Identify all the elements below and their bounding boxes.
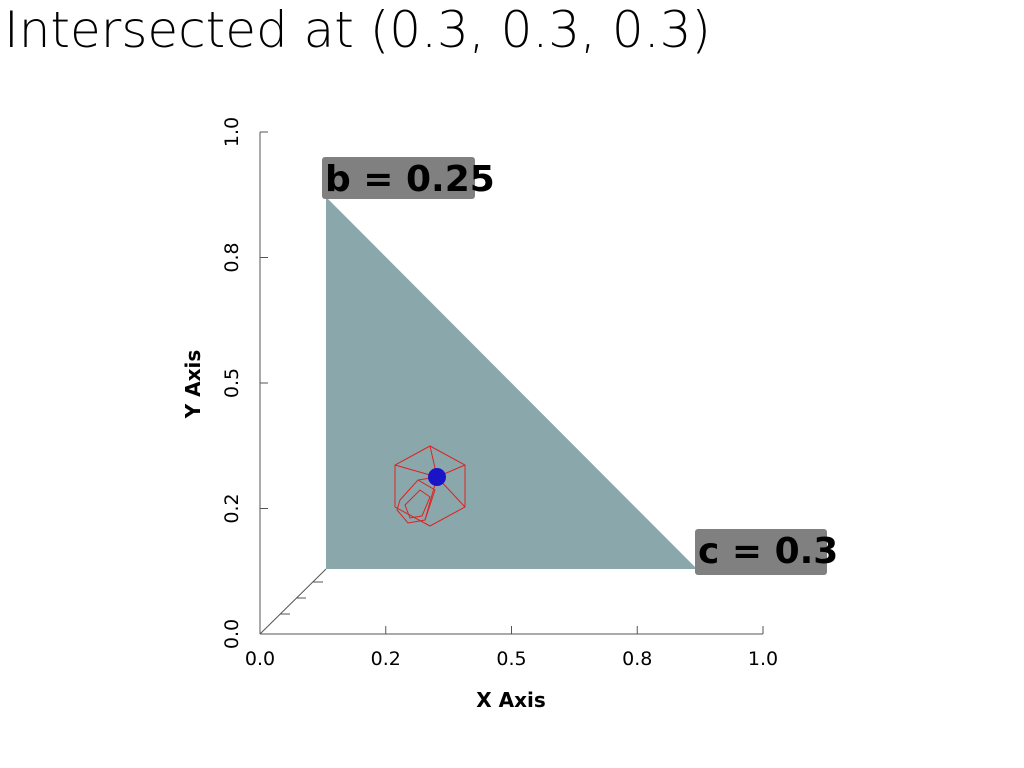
label-box — [695, 529, 827, 575]
x-tick-label: 1.0 — [748, 648, 778, 670]
y-tick-label: 0.0 — [221, 619, 243, 649]
y-axis-title: Y Axis — [181, 350, 205, 420]
plane — [326, 197, 697, 569]
y-tick-label: 1.0 — [221, 117, 243, 147]
y-tick-label: 0.2 — [221, 493, 243, 523]
x-tick-label: 0.2 — [371, 648, 401, 670]
y-tick-label: 0.8 — [221, 242, 243, 272]
title: Intersected at (0.3, 0.3, 0.3) — [4, 1, 711, 59]
x-tick-label: 0.8 — [622, 648, 652, 670]
point-label: c = 0.3 — [698, 531, 838, 572]
y-tick-label: 0.5 — [221, 368, 243, 398]
label-box — [322, 157, 475, 199]
point-label: b = 0.25 — [325, 159, 495, 200]
sphere — [428, 468, 446, 486]
x-tick-label: 0.0 — [245, 648, 275, 670]
ticks: 0.0 0.2 0.5 0.8 1.0 0.0 0.2 0.5 0.8 1.0 — [221, 117, 778, 670]
x-tick-label: 0.5 — [496, 648, 526, 670]
x-axis-title: X Axis — [476, 688, 546, 712]
